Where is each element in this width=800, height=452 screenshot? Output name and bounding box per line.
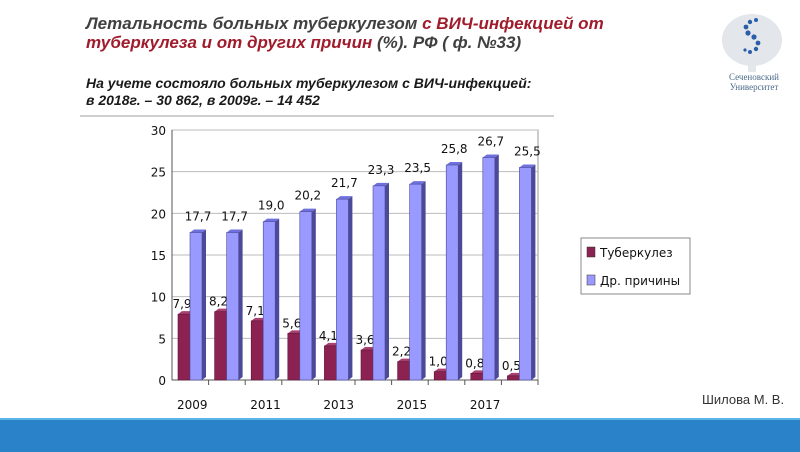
bar-side bbox=[275, 218, 280, 380]
university-logo bbox=[722, 14, 782, 72]
bar-tuberculosis bbox=[470, 373, 484, 381]
slide-subtitle: На учете состояло больных туберкулезом с… bbox=[86, 75, 686, 109]
data-label: 17,7 bbox=[185, 210, 212, 224]
y-tick-label: 20 bbox=[151, 207, 166, 221]
data-label: 23,5 bbox=[404, 161, 431, 175]
bar-top bbox=[519, 164, 536, 168]
data-label: 2,2 bbox=[392, 345, 411, 359]
bar-tuberculosis bbox=[287, 333, 301, 381]
bar-other-causes bbox=[299, 211, 313, 381]
bar-side bbox=[385, 182, 389, 380]
title-text-end: (%). РФ ( ф. №33) bbox=[372, 33, 522, 52]
bar-tuberculosis bbox=[507, 375, 520, 381]
data-label: 17,7 bbox=[221, 210, 248, 224]
bar-tuberculosis bbox=[360, 349, 374, 381]
legend-swatch bbox=[586, 274, 596, 286]
bar-tuberculosis bbox=[397, 361, 410, 381]
data-label: 0,5 bbox=[502, 359, 521, 373]
bar-side bbox=[311, 208, 316, 380]
author-credit: Шилова М. В. bbox=[702, 392, 785, 407]
bar-tuberculosis bbox=[177, 313, 191, 381]
bar-other-causes bbox=[336, 198, 349, 381]
bar-top bbox=[446, 162, 463, 165]
data-label: 25,5 bbox=[514, 145, 541, 159]
bar-side bbox=[238, 229, 243, 380]
data-label: 26,7 bbox=[477, 135, 504, 149]
title-divider bbox=[80, 115, 554, 117]
data-label: 8,2 bbox=[209, 295, 228, 309]
subtitle-line-2: в 2018г. – 30 862, в 2009г. – 14 452 bbox=[86, 92, 320, 108]
bar-top bbox=[336, 196, 353, 200]
logo-text: Сеченовский Университет bbox=[714, 72, 794, 92]
data-label: 5,6 bbox=[282, 316, 301, 330]
data-label: 25,8 bbox=[441, 142, 468, 156]
bar-other-causes bbox=[372, 185, 386, 381]
bar-top bbox=[226, 229, 243, 233]
bar-top bbox=[299, 208, 316, 212]
data-label: 7,9 bbox=[172, 297, 191, 311]
y-tick-label: 15 bbox=[151, 249, 166, 263]
bar-other-causes bbox=[482, 157, 496, 381]
slide-title: Летальность больных туберкулезом с ВИЧ-и… bbox=[86, 14, 686, 52]
data-label: 3,6 bbox=[355, 333, 374, 347]
legend-label: Туберкулез bbox=[599, 246, 673, 260]
bar-other-causes bbox=[519, 167, 532, 381]
logo-line-1: Сеченовский bbox=[729, 72, 779, 82]
legend-swatch bbox=[586, 246, 596, 258]
title-text: Летальность больных туберкулезом bbox=[86, 14, 423, 33]
bar-top bbox=[373, 182, 389, 186]
bar-top bbox=[190, 229, 206, 233]
subtitle-line-1: На учете состояло больных туберкулезом с… bbox=[86, 75, 532, 91]
bar-side bbox=[421, 181, 426, 380]
bar-top bbox=[263, 218, 280, 222]
data-label: 0,8 bbox=[465, 356, 484, 370]
logo-line-2: Университет bbox=[729, 82, 779, 92]
bar-top bbox=[482, 154, 499, 158]
data-label: 1,0 bbox=[429, 355, 448, 369]
bar-side bbox=[458, 162, 463, 380]
bar-tuberculosis bbox=[250, 320, 264, 381]
footer-band bbox=[0, 418, 800, 452]
legend-label: Др. причины bbox=[600, 274, 680, 288]
bar-other-causes bbox=[409, 183, 422, 381]
data-label: 19,0 bbox=[258, 199, 285, 213]
x-tick-label: 2017 bbox=[470, 398, 501, 412]
bar-side bbox=[348, 196, 353, 380]
bar-other-causes bbox=[445, 164, 459, 381]
x-tick-label: 2013 bbox=[323, 398, 354, 412]
data-label: 20,2 bbox=[294, 189, 321, 203]
y-tick-label: 30 bbox=[151, 124, 166, 138]
bar-other-causes bbox=[226, 232, 239, 381]
x-tick-label: 2015 bbox=[397, 398, 428, 412]
x-tick-label: 2009 bbox=[177, 398, 208, 412]
bar-side bbox=[494, 154, 499, 380]
title-highlight: с ВИЧ-инфекцией от туберкулеза и от друг… bbox=[86, 14, 604, 52]
data-label: 7,1 bbox=[246, 304, 265, 318]
data-label: 23,3 bbox=[368, 163, 395, 177]
bar-tuberculosis bbox=[214, 311, 227, 381]
bar-tuberculosis bbox=[433, 371, 447, 381]
bar-side bbox=[202, 229, 206, 380]
legend bbox=[580, 237, 691, 295]
y-tick-label: 0 bbox=[158, 374, 166, 388]
y-tick-label: 5 bbox=[158, 332, 166, 346]
bar-other-causes bbox=[262, 221, 276, 381]
x-tick-label: 2011 bbox=[250, 398, 281, 412]
bar-top bbox=[409, 181, 426, 185]
data-label: 4,1 bbox=[319, 329, 338, 343]
y-tick-label: 10 bbox=[151, 291, 166, 305]
bar-tuberculosis bbox=[324, 345, 337, 381]
bar-other-causes bbox=[189, 232, 203, 381]
data-label: 21,7 bbox=[331, 176, 358, 190]
y-tick-label: 25 bbox=[151, 166, 166, 180]
bar-side bbox=[531, 164, 536, 380]
